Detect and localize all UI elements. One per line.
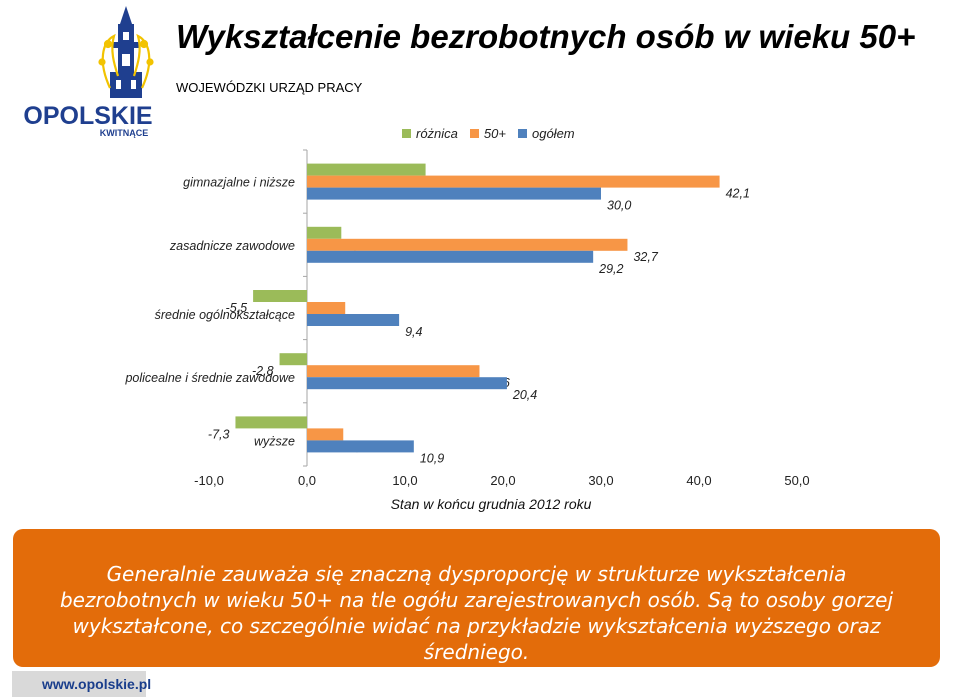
website-link[interactable]: www.opolskie.pl [12,671,151,697]
bar-50-zasadnicze-zawodowe [307,238,628,251]
category-label-zasadnicze-zawodowe: zasadnicze zawodowe [169,239,295,253]
x-tick-label: 30,0 [588,473,613,488]
bar-50-policealne-i-srednie-zawodowe [307,365,480,378]
x-tick-label: 40,0 [686,473,711,488]
x-tick-label: 50,0 [784,473,809,488]
data-label-ogolem-srednie-ogolnoksztalcace: 9,4 [405,325,422,339]
chart-legend: różnica 50+ ogółem [402,126,575,141]
bar-roznica-srednie-ogolnoksztalcace [253,290,307,302]
page-subtitle: WOJEWÓDZKI URZĄD PRACY [176,80,363,95]
legend-label-50plus: 50+ [483,126,506,141]
bar-roznica-gimnazjalne-i-nizsze [307,163,426,176]
data-label-ogolem-gimnazjalne-i-nizsze: 30,0 [607,199,631,213]
data-label-ogolem-wyzsze: 10,9 [420,451,444,465]
bar-roznica-policealne-i-srednie-zawodowe [279,353,307,366]
bar-roznica-wyzsze [235,416,307,429]
legend-swatch-ogolem [517,129,527,138]
data-label-roznica-wyzsze: -7,3 [208,427,230,441]
bar-50-gimnazjalne-i-nizsze [307,175,720,188]
bar-50-srednie-ogolnoksztalcace [307,302,346,314]
data-label-ogolem-zasadnicze-zawodowe: 29,2 [598,262,623,276]
category-label-wyzsze: wyższe [254,434,295,448]
data-label-roznica-srednie-ogolnoksztalcace: -5,5 [226,301,248,315]
category-label-gimnazjalne-i-nizsze: gimnazjalne i niższe [183,176,295,190]
data-label-50-zasadnicze-zawodowe: 32,7 [633,250,658,264]
x-tick-label: -10,0 [194,473,224,488]
legend-item-roznica: różnica [402,126,458,141]
logo-tagline: KWITNĄCE [100,128,149,138]
legend-swatch-50plus [469,129,479,138]
bar-ogolem-gimnazjalne-i-nizsze [307,187,601,200]
category-label-srednie-ogolnoksztalcace: średnie ogólnokształcące [155,308,295,322]
bar-ogolem-zasadnicze-zawodowe [307,250,594,263]
summary-note: Generalnie zauważa się znaczną dyspropor… [13,529,940,667]
logo-name: OPOLSKIE [23,102,152,130]
bar-roznica-zasadnicze-zawodowe [307,226,342,239]
x-tick-label: 10,0 [392,473,417,488]
category-label-policealne-i-srednie-zawodowe: policealne i średnie zawodowe [124,371,295,385]
bar-ogolem-policealne-i-srednie-zawodowe [307,377,507,390]
opolskie-logo: OPOLSKIE KWITNĄCE [23,6,154,138]
data-label-50-gimnazjalne-i-nizsze: 42,1 [726,187,750,201]
legend-label-roznica: różnica [416,126,458,141]
data-label-ogolem-policealne-i-srednie-zawodowe: 20,4 [512,388,537,402]
data-label-roznica-policealne-i-srednie-zawodowe: -2,8 [252,364,274,378]
page-title: Wykształcenie bezrobotnych osób w wieku … [176,18,916,55]
flower-ornament-icon [98,33,154,89]
x-tick-label: 20,0 [490,473,515,488]
legend-swatch-roznica [402,129,411,138]
bar-ogolem-wyzsze [307,440,414,453]
legend-item-50plus: 50+ [469,126,506,141]
bar-50-wyzsze [307,428,344,441]
x-tick-label: 0,0 [298,473,316,488]
legend-label-ogolem: ogółem [531,126,575,141]
tower-icon [110,6,142,98]
legend-item-ogolem: ogółem [517,126,575,141]
x-axis-label: Stan w końcu grudnia 2012 roku [390,496,592,512]
bar-ogolem-srednie-ogolnoksztalcace [307,314,400,326]
